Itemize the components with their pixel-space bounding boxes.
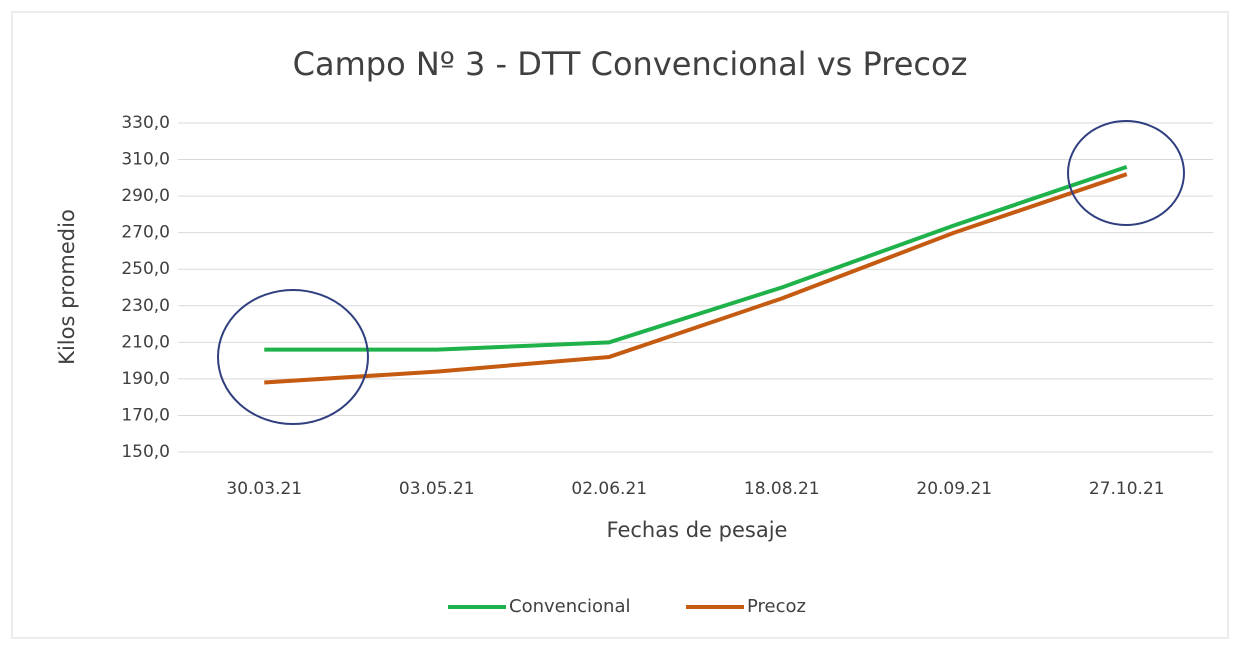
x-tick-label: 03.05.21 [399,479,475,499]
chart-title: Campo Nº 3 - DTT Convencional vs Precoz [293,45,968,83]
legend-label: Precoz [747,596,806,617]
x-tick-label: 20.09.21 [916,479,992,499]
x-tick-label: 02.06.21 [571,479,647,499]
y-axis-label: Kilos promedio [55,209,79,365]
highlight-circle [1067,120,1185,226]
x-tick-label: 30.03.21 [226,479,302,499]
legend-label: Convencional [509,596,630,617]
data-line [264,164,1128,352]
highlight-circle [217,289,369,425]
x-axis-label: Fechas de pesaje [607,518,788,542]
x-tick-label: 18.08.21 [744,479,820,499]
x-tick-label: 27.10.21 [1089,479,1165,499]
y-tick-label: 310,0 [121,150,170,170]
y-tick-label: 210,0 [121,332,170,352]
y-tick-label: 190,0 [121,369,170,389]
y-tick-label: 170,0 [121,405,170,425]
y-tick-label: 150,0 [121,442,170,462]
data-line [264,172,1128,385]
chart-frame [11,11,1229,639]
y-tick-label: 270,0 [121,223,170,243]
y-tick-label: 250,0 [121,259,170,279]
plot-area: 150,0 170,0 190,0 210,0 230,0 250,0 270,0 290,0… [121,113,1213,499]
y-tick-label: 330,0 [121,113,170,133]
y-tick-label: 230,0 [121,296,170,316]
y-tick-label: 290,0 [121,186,170,206]
